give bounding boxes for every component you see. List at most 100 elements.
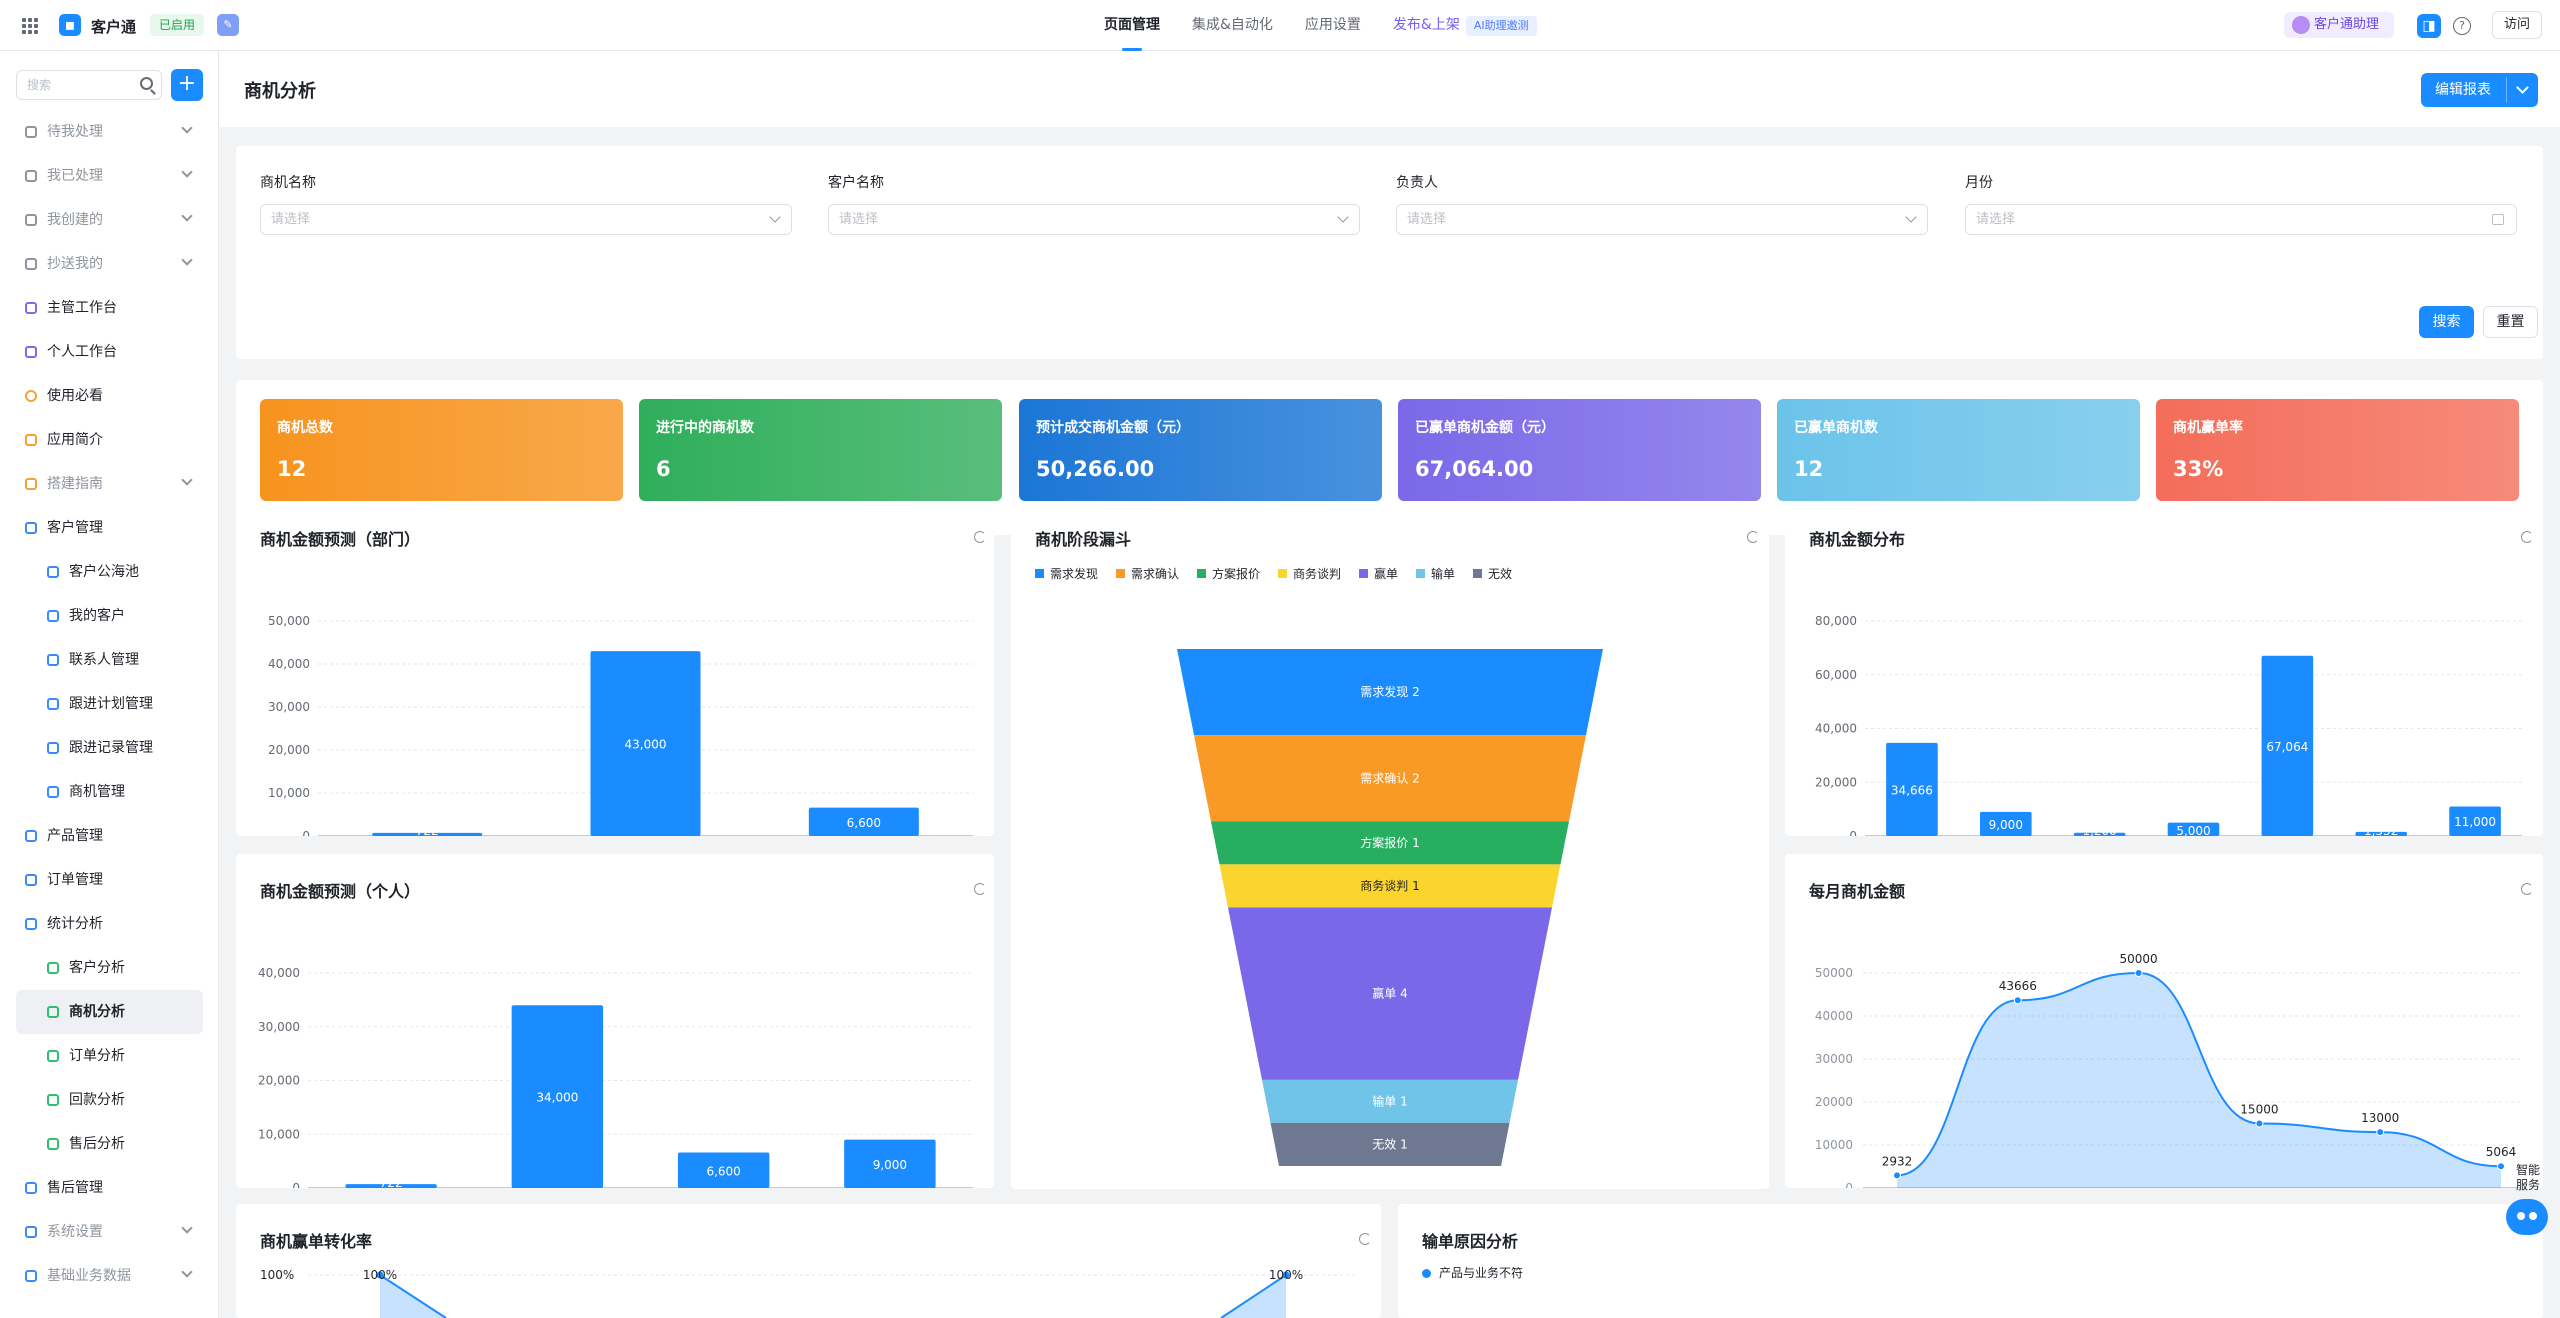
sidebar-item-label: 基础业务数据	[47, 1268, 131, 1284]
app-grid-icon[interactable]	[22, 18, 38, 34]
funnel-stage	[1177, 649, 1603, 736]
sidebar-item-opportunity-analysis[interactable]: 商机分析	[16, 990, 203, 1034]
sidebar-item-follow-plan[interactable]: 跟进计划管理	[16, 682, 203, 726]
sidebar-item-cc[interactable]: 抄送我的	[16, 242, 203, 286]
add-page-button[interactable]: +	[171, 69, 203, 101]
target-icon	[25, 390, 37, 402]
data-point	[2255, 1119, 2264, 1128]
tab-publish[interactable]: 发布&上架	[1392, 17, 1460, 33]
edit-app-icon[interactable]: ✎	[217, 14, 239, 36]
filter-owner: 负责人 请选择	[1396, 172, 1928, 235]
sidebar-item-customer-analysis[interactable]: 客户分析	[16, 946, 203, 990]
refresh-icon[interactable]	[974, 883, 986, 895]
sidebar-search-input[interactable]: 搜索	[16, 70, 162, 100]
refresh-icon[interactable]	[2521, 883, 2533, 895]
sidebar-item-label: 抄送我的	[47, 256, 103, 272]
button-divider	[2506, 77, 2507, 103]
sidebar-item-system-settings[interactable]: 系统设置	[16, 1210, 203, 1254]
chevron-down-icon[interactable]	[181, 210, 193, 222]
refresh-icon[interactable]	[1359, 1233, 1371, 1245]
sidebar-item-customer-management[interactable]: 客户管理	[16, 506, 203, 550]
search-icon[interactable]	[140, 77, 153, 90]
folder-icon	[25, 522, 37, 534]
sidebar-item-order-analysis[interactable]: 订单分析	[16, 1034, 203, 1078]
sidebar-item-app-intro[interactable]: 应用简介	[16, 418, 203, 462]
filter-opportunity-name: 商机名称 请选择	[260, 172, 792, 235]
y-tick-label: 40,000	[258, 966, 300, 980]
y-tick-label: 0	[1845, 1181, 1853, 1188]
edit-report-button[interactable]: 编辑报表	[2421, 73, 2538, 107]
reset-button[interactable]: 重置	[2483, 306, 2538, 338]
search-button[interactable]: 搜索	[2419, 306, 2474, 338]
sidebar-item-must-read[interactable]: 使用必看	[16, 374, 203, 418]
sidebar-item-manager-workbench[interactable]: 主管工作台	[16, 286, 203, 330]
visit-button[interactable]: 访问	[2492, 11, 2542, 39]
y-tick-label: 20,000	[268, 743, 310, 757]
sidebar-item-contacts[interactable]: 联系人管理	[16, 638, 203, 682]
y-tick-label: 60,000	[1815, 668, 1857, 682]
sidebar-item-label: 售后分析	[69, 1136, 125, 1152]
notification-icon[interactable]: ◨	[2417, 14, 2441, 38]
sidebar-item-follow-record[interactable]: 跟进记录管理	[16, 726, 203, 770]
funnel-stage-label: 方案报价 1	[1360, 835, 1419, 850]
sidebar-item-done[interactable]: 我已处理	[16, 154, 203, 198]
sidebar-item-build-guide[interactable]: 搭建指南	[16, 462, 203, 506]
sidebar-item-created[interactable]: 我创建的	[16, 198, 203, 242]
data-label: 43666	[1999, 979, 2037, 993]
sidebar-item-customer-pool[interactable]: 客户公海池	[16, 550, 203, 594]
tab-app-settings[interactable]: 应用设置	[1304, 17, 1361, 33]
assistant-button[interactable]: 客户通助理	[2284, 12, 2394, 38]
sidebar-item-opportunity-management[interactable]: 商机管理	[16, 770, 203, 814]
sidebar-item-order-management[interactable]: 订单管理	[16, 858, 203, 902]
tab-integration[interactable]: 集成&自动化	[1192, 17, 1273, 33]
sidebar-item-payment-analysis[interactable]: 回款分析	[16, 1078, 203, 1122]
chevron-down-icon[interactable]	[181, 166, 193, 178]
chevron-down-icon[interactable]	[181, 1222, 193, 1234]
refresh-icon[interactable]	[2521, 531, 2533, 543]
help-icon[interactable]: ?	[2453, 17, 2471, 35]
y-tick-label: 30,000	[268, 700, 310, 714]
data-label: 50000	[2120, 952, 2158, 966]
data-point	[2376, 1128, 2385, 1137]
form-icon	[47, 566, 59, 578]
sidebar-item-personal-workbench[interactable]: 个人工作台	[16, 330, 203, 374]
bar	[2167, 822, 2220, 836]
chevron-down-icon[interactable]	[181, 254, 193, 266]
bar	[2449, 806, 2501, 836]
sidebar-item-statistics[interactable]: 统计分析	[16, 902, 203, 946]
chevron-down-icon[interactable]	[181, 122, 193, 134]
sidebar-item-label: 售后管理	[47, 1180, 103, 1196]
chevron-down-icon[interactable]	[181, 474, 193, 486]
chevron-down-icon[interactable]	[181, 1266, 193, 1278]
y-tick-label: 50000	[1815, 966, 1853, 980]
owner-select[interactable]: 请选择	[1396, 204, 1928, 235]
ai-invite-tag[interactable]: AI助理邀测	[1465, 15, 1537, 36]
select-placeholder: 请选择	[1976, 212, 2016, 227]
month-picker[interactable]: 请选择	[1965, 204, 2517, 235]
opportunity-name-select[interactable]: 请选择	[260, 204, 792, 235]
select-placeholder: 请选择	[271, 212, 311, 227]
filter-label: 月份	[1965, 175, 1993, 191]
filter-panel: 商机名称 请选择 客户名称 请选择 负责人 请选择 月份 请选择 搜索 重置	[236, 146, 2543, 359]
tab-page-management[interactable]: 页面管理	[1104, 0, 1160, 51]
legend-label: 需求发现	[1050, 566, 1098, 581]
sidebar-item-todo[interactable]: 待我处理	[16, 110, 203, 154]
sidebar-item-basic-data[interactable]: 基础业务数据	[16, 1254, 203, 1298]
app-name[interactable]: 客户通	[91, 18, 137, 36]
sidebar-item-product-management[interactable]: 产品管理	[16, 814, 203, 858]
legend-swatch	[1473, 569, 1482, 578]
sidebar-item-aftersale-management[interactable]: 售后管理	[16, 1166, 203, 1210]
sidebar-item-label: 商机管理	[69, 784, 125, 800]
customer-name-select[interactable]: 请选择	[828, 204, 1360, 235]
form-icon	[47, 742, 59, 754]
sidebar-item-my-customers[interactable]: 我的客户	[16, 594, 203, 638]
folder-icon	[25, 1182, 37, 1194]
refresh-icon[interactable]	[1747, 531, 1759, 543]
edit-report-label: 编辑报表	[2435, 82, 2491, 98]
panel-title: 每月商机金额	[1809, 882, 1906, 901]
chevron-down-icon[interactable]	[2516, 81, 2529, 94]
smart-service-robot[interactable]: 智能 服务	[2506, 1163, 2550, 1243]
sidebar-item-aftersale-analysis[interactable]: 售后分析	[16, 1122, 203, 1166]
refresh-icon[interactable]	[974, 531, 986, 543]
